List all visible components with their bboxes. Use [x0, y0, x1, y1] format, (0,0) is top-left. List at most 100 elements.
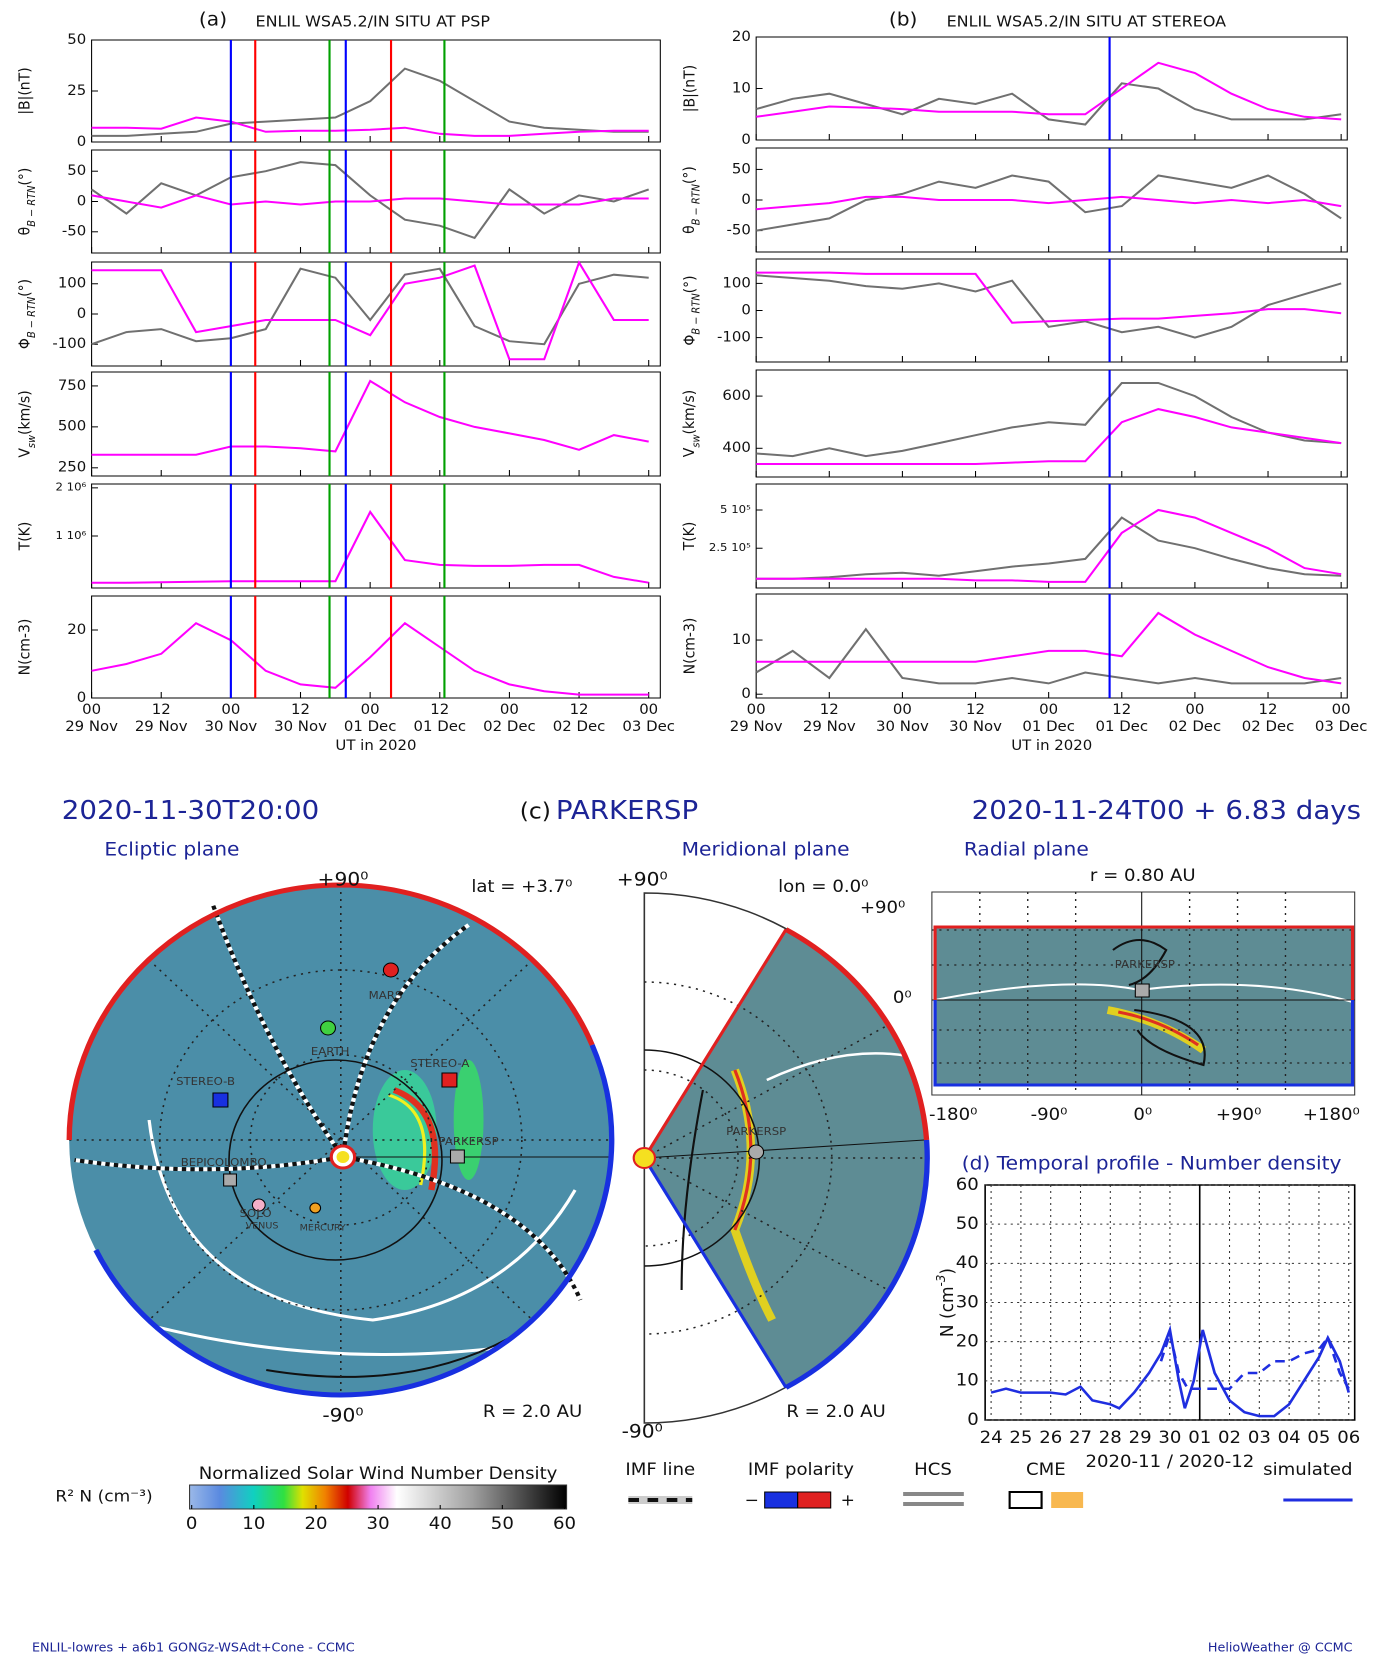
y-axis-label: Vsw(km/s) — [17, 390, 37, 457]
y-axis-label-part: N(cm-3) — [17, 619, 33, 676]
y-axis-label: θB − RTN(°) — [17, 168, 37, 236]
y-axis-label-part: V — [17, 448, 33, 458]
y-axis-label-part: N(cm-3) — [682, 618, 698, 675]
y-axis-label-part: θ — [17, 227, 33, 236]
data-line — [755, 174, 1342, 232]
profile-line — [1159, 1328, 1350, 1390]
panel-label: (c) — [520, 799, 551, 824]
x-tick-sublabel: 02 Dec — [1242, 719, 1295, 734]
y-axis-label-part: ) — [938, 1268, 959, 1275]
body-label: PARKERSP — [726, 1124, 786, 1138]
x-tick-label: 06 — [1337, 1428, 1360, 1447]
radius-label: r = 0.80 AU — [1090, 866, 1196, 885]
x-tick-label: 04 — [1278, 1428, 1301, 1447]
y-axis-label: ΦB − RTN(°) — [682, 275, 702, 345]
y-tick-label: -100 — [52, 336, 86, 351]
data-line — [756, 274, 1342, 339]
colorbar-label: R² N (cm⁻³) — [55, 1487, 152, 1505]
colorbar-title: Normalized Solar Wind Number Density — [199, 1464, 558, 1483]
x-tick-sublabel: 03 Dec — [622, 719, 675, 734]
radius-label: R = 2.0 AU — [483, 1402, 582, 1421]
heading: Ecliptic plane — [104, 838, 239, 860]
run-label: 2020-11-24T00 + 6.83 days — [972, 796, 1361, 826]
x-tick-label: 00 — [639, 702, 658, 717]
y-axis-label: N(cm-3) — [17, 619, 33, 676]
data-line — [91, 260, 649, 361]
y-axis-label: T(K) — [17, 522, 33, 552]
y-axis-label-part: -3 — [933, 1274, 947, 1286]
y-tick-label: 0 — [77, 194, 86, 209]
y-tick-label: +90⁰ — [860, 898, 905, 917]
x-tick-label: 00 — [1185, 702, 1204, 717]
colorbar-tick-label: 0 — [186, 1514, 198, 1533]
colorbar-tick-label: 20 — [304, 1514, 327, 1533]
panel-title: ENLIL WSA5.2/IN SITU AT PSP — [256, 13, 490, 30]
y-axis-label-part: (km/s) — [682, 390, 698, 435]
body-label: PARKERSP — [439, 1134, 499, 1148]
data-line — [755, 627, 1342, 685]
y-axis-label-part: B − RTN — [691, 293, 702, 335]
chart-title: (d) Temporal profile - Number density — [962, 1152, 1342, 1174]
y-tick-label: 50 — [956, 1214, 979, 1233]
data-line — [756, 195, 1342, 211]
y-axis-label-part: sw — [691, 434, 702, 448]
y-tick-label: 0 — [77, 306, 86, 321]
x-tick-label: 12 — [1112, 702, 1131, 717]
heading: Radial plane — [964, 838, 1089, 860]
x-tick-label: 05 — [1307, 1428, 1330, 1447]
x-tick-label: 00 — [361, 702, 380, 717]
data-line — [755, 82, 1342, 126]
axis-label: +90⁰ — [617, 868, 668, 890]
axis-label: -90⁰ — [322, 1404, 363, 1426]
plot-frame — [755, 36, 1348, 141]
y-axis-label-part: B − RTN — [26, 185, 37, 227]
y-tick-label: 50 — [67, 163, 86, 178]
y-tick-label: 2 10⁶ — [55, 480, 86, 494]
data-line — [91, 67, 649, 137]
x-tick-label: -90⁰ — [1031, 1105, 1068, 1124]
y-axis-label: |B|(nT) — [682, 65, 698, 112]
x-tick-label: 03 — [1248, 1428, 1271, 1447]
x-tick-label: 12 — [152, 702, 171, 717]
y-tick-label: 25 — [67, 83, 86, 98]
x-tick-label: 00 — [747, 702, 766, 717]
y-tick-label: 100 — [722, 276, 750, 291]
body-label: BEPICOLOMBO — [181, 1155, 267, 1169]
x-tick-label: 0⁰ — [1133, 1105, 1152, 1124]
legend-label: HCS — [914, 1460, 952, 1479]
x-tick-label: 25 — [1009, 1428, 1032, 1447]
lat-label: lat = +3.7⁰ — [471, 877, 572, 896]
plot-frame — [755, 147, 1348, 253]
y-axis-label: θB − RTN(°) — [682, 166, 702, 234]
profile-line — [990, 1324, 1351, 1418]
axis-label: -90⁰ — [622, 1420, 663, 1442]
colorbar-tick-label: 10 — [242, 1514, 265, 1533]
y-tick-label: 10 — [732, 81, 751, 96]
y-tick-label: 30 — [956, 1293, 979, 1312]
y-axis-label-part: (km/s) — [17, 390, 33, 435]
y-tick-label: 250 — [58, 460, 86, 475]
legend-label: CME — [1026, 1460, 1066, 1479]
panel-title: ENLIL WSA5.2/IN SITU AT STEREOA — [947, 13, 1227, 30]
x-tick-sublabel: 02 Dec — [553, 719, 606, 734]
x-tick-sublabel: 30 Nov — [876, 719, 929, 734]
x-tick-label: 12 — [1259, 702, 1278, 717]
y-tick-label: 60 — [956, 1175, 979, 1194]
body-label: VENUS — [246, 1221, 279, 1232]
y-tick-label: 10 — [956, 1371, 979, 1390]
radial-map — [931, 891, 1356, 1096]
colorbar-tick-label: 40 — [429, 1514, 452, 1533]
y-axis-label-part: (°) — [17, 168, 33, 186]
y-tick-label: 0 — [967, 1410, 979, 1429]
y-tick-label: 20 — [956, 1332, 979, 1351]
y-axis-label-part: Φ — [17, 338, 33, 349]
y-tick-label: 600 — [722, 388, 750, 403]
target-label: PARKERSP — [556, 796, 698, 826]
x-tick-label: 26 — [1039, 1428, 1062, 1447]
y-tick-label: 2.5 10⁵ — [709, 540, 751, 554]
x-tick-label: 28 — [1099, 1428, 1122, 1447]
y-tick-label: 40 — [956, 1254, 979, 1273]
radius-label: R = 2.0 AU — [786, 1402, 885, 1421]
x-tick-label: 00 — [1332, 702, 1351, 717]
